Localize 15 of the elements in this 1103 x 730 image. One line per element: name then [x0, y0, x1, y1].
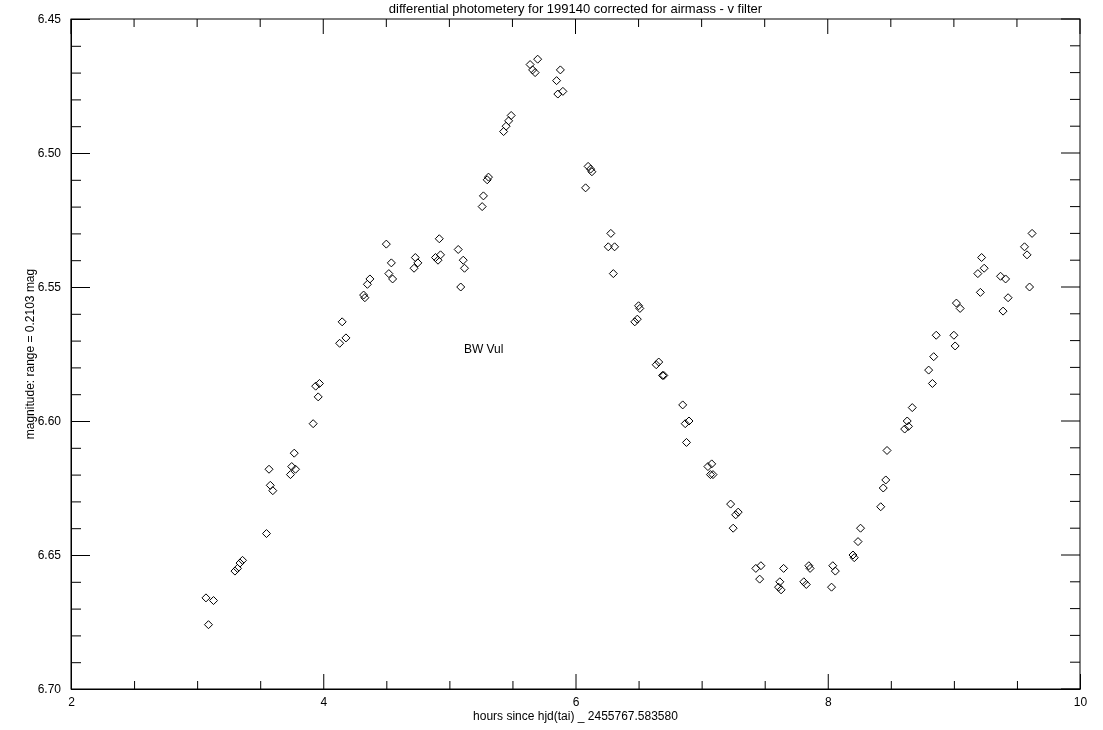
x-tick-label: 4: [320, 694, 328, 709]
x-tick-label: 6: [572, 694, 580, 709]
y-tick-label: 6.70: [37, 682, 62, 697]
y-tick-label: 6.60: [37, 414, 62, 429]
x-tick-label: 10: [1073, 694, 1088, 709]
x-tick-label: 2: [68, 694, 76, 709]
x-tick-label: 8: [824, 694, 832, 709]
y-tick-label: 6.55: [37, 280, 62, 295]
y-axis-title: magnitude: range = 0.2103 mag: [23, 268, 37, 440]
x-axis-title: hours since hjd(tai) _ 2455767.583580: [473, 709, 679, 723]
y-tick-label: 6.65: [37, 548, 62, 563]
y-tick-label: 6.50: [37, 146, 62, 161]
annotation: BW Vul: [463, 341, 504, 356]
y-tick-label: 6.45: [37, 12, 62, 27]
chart-title: differential photometery for 199140 corrected for airmass - v filter: [388, 1, 763, 16]
